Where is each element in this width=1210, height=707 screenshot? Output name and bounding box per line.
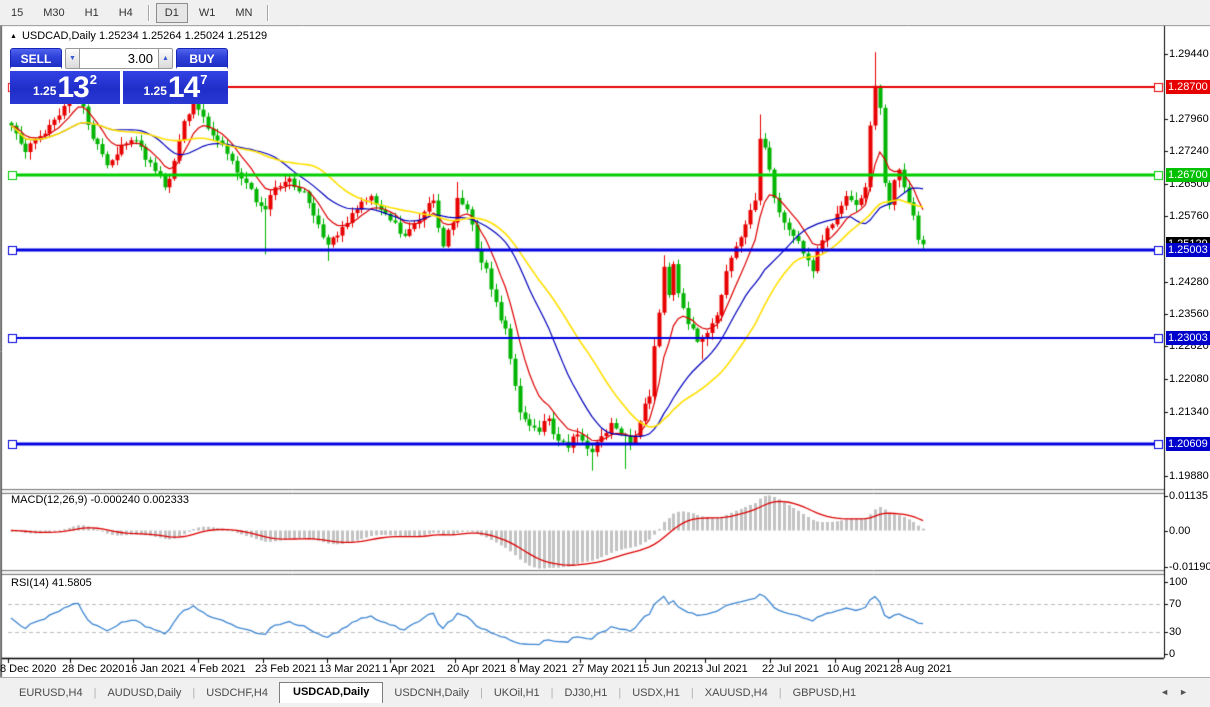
timeframe-button-M30[interactable]: M30	[43, 6, 65, 19]
tab-separator: |	[690, 686, 694, 699]
date-label: 23 Feb 2021	[255, 663, 317, 675]
date-label: 15 Jun 2021	[637, 663, 698, 675]
tab-scroll-left-icon[interactable]: ◄	[1160, 687, 1180, 697]
timeframe-button-D1[interactable]: D1	[155, 2, 188, 23]
price-badge-1.25003: 1.25003	[1166, 242, 1210, 257]
tab-usdchf-h4[interactable]: USDCHF,H4	[206, 686, 268, 699]
date-label: 28 Dec 2020	[62, 663, 125, 675]
price-tick: 1.21340	[1169, 405, 1209, 418]
buy-price-big: 14	[167, 71, 200, 104]
buy-price-display[interactable]: 1.25 14 7	[123, 71, 228, 104]
sell-price-sup: 2	[89, 72, 97, 87]
toolbar-separator	[147, 4, 150, 21]
date-label: 27 May 2021	[572, 663, 636, 675]
tab-separator: |	[192, 686, 196, 699]
price-tick: 1.27960	[1169, 113, 1209, 126]
date-label: 28 Aug 2021	[890, 663, 952, 675]
price-tick: 1.27240	[1169, 145, 1209, 158]
sell-price-big: 13	[57, 71, 89, 104]
price-tick: 1.23560	[1169, 307, 1209, 320]
price-badge-1.20609: 1.20609	[1166, 436, 1210, 451]
symbol-tabs: EURUSD,H4 | AUDUSD,Daily | USDCHF,H4 USDCAD,D…	[8, 682, 867, 703]
timeframe-button-W1[interactable]: W1	[198, 6, 216, 19]
date-label: 3 Jul 2021	[697, 663, 748, 675]
date-label: 8 May 2021	[510, 663, 568, 675]
collapse-panel-icon[interactable]: ▲	[10, 32, 17, 40]
rsi-axis-tick: 30	[1169, 626, 1182, 639]
price-tick: 1.24280	[1169, 275, 1209, 288]
price-tick: 1.22080	[1169, 372, 1209, 385]
volume-decrease-icon[interactable]: ▼	[65, 48, 80, 69]
macd-axis-tick: 0.00	[1169, 524, 1191, 537]
price-tick: 1.19880	[1169, 469, 1209, 482]
sell-price-display[interactable]: 1.25 13 2	[10, 71, 120, 104]
rsi-axis-tick: 70	[1169, 597, 1182, 610]
symbol-tab-bar: EURUSD,H4 | AUDUSD,Daily | USDCHF,H4 USDCAD,D…	[0, 677, 1210, 707]
timeframe-button-H1[interactable]: H1	[84, 6, 99, 19]
price-badge-1.28700: 1.28700	[1166, 79, 1210, 94]
chart-title-text: USDCAD,Daily 1.25234 1.25264 1.25024 1.2…	[21, 30, 268, 42]
date-label: 1 Apr 2021	[382, 663, 436, 675]
macd-axis-tick: 0.01135	[1169, 490, 1208, 502]
rsi-axis-tick: 0	[1169, 648, 1176, 660]
tab-xauusd-h4[interactable]: XAUUSD,H4	[704, 686, 768, 699]
price-tick: 1.29440	[1169, 48, 1209, 60]
tab-audusd-daily[interactable]: AUDUSD,Daily	[107, 686, 182, 699]
trade-controls-row: SELL ▼ 3.00 ▲ BUY	[10, 48, 228, 71]
price-badge-1.26700: 1.26700	[1166, 167, 1210, 182]
price-badge-1.23003: 1.23003	[1166, 331, 1210, 346]
volume-input[interactable]: 3.00	[80, 48, 158, 69]
tab-scroll-buttons: ◄►	[1160, 687, 1198, 697]
rsi-indicator-title: RSI(14) 41.5805	[11, 577, 92, 589]
timeframe-button-H4[interactable]: H4	[118, 6, 133, 19]
macd-axis-tick: -0.01190	[1169, 560, 1210, 573]
timeframe-toolbar: 15 M30 H1 H4 D1 W1 MN	[0, 0, 1210, 25]
tab-scroll-right-icon[interactable]: ►	[1179, 687, 1198, 697]
tab-usdcad-daily[interactable]: USDCAD,Daily	[279, 682, 384, 703]
buy-price-sup: 7	[200, 72, 208, 87]
rsi-axis-tick: 100	[1169, 576, 1188, 588]
toolbar-separator	[267, 4, 270, 21]
buy-button[interactable]: BUY	[176, 48, 228, 69]
price-tick: 1.25760	[1169, 210, 1209, 223]
macd-indicator-title: MACD(12,26,9) -0.000240 0.002333	[11, 494, 189, 506]
volume-increase-icon[interactable]: ▲	[158, 48, 173, 69]
tab-dj30-h1[interactable]: DJ30,H1	[564, 686, 608, 699]
date-label: 13 Mar 2021	[319, 663, 381, 675]
sell-price-prefix: 1.25	[33, 84, 57, 98]
sell-button[interactable]: SELL	[10, 48, 62, 69]
timeframe-button-MN[interactable]: MN	[235, 6, 253, 19]
date-label: 22 Jul 2021	[762, 663, 819, 675]
date-label: 20 Apr 2021	[447, 663, 507, 675]
date-label: 4 Feb 2021	[190, 663, 246, 675]
tab-gbpusd-h1[interactable]: GBPUSD,H1	[792, 686, 857, 699]
date-label: 16 Jan 2021	[125, 663, 186, 675]
tab-separator: |	[479, 686, 483, 699]
tab-separator: |	[778, 686, 782, 699]
timeframe-button-15[interactable]: 15	[11, 6, 24, 19]
tab-separator: |	[93, 686, 97, 699]
tab-ukoil-h1[interactable]: UKOil,H1	[493, 686, 540, 699]
tab-usdx-h1[interactable]: USDX,H1	[632, 686, 680, 699]
chart-title: ▲ USDCAD,Daily 1.25234 1.25264 1.25024 1…	[10, 30, 267, 42]
tab-usdcnh-daily[interactable]: USDCNH,Daily	[394, 686, 469, 699]
buy-price-prefix: 1.25	[143, 84, 167, 98]
tab-eurusd-h4[interactable]: EURUSD,H4	[19, 686, 83, 699]
tab-separator: |	[550, 686, 554, 699]
date-label: 10 Aug 2021	[827, 663, 889, 675]
one-click-trade-panel: SELL ▼ 3.00 ▲ BUY 1.25 13 2 1.25 14 7	[10, 46, 228, 104]
date-label: 8 Dec 2020	[0, 663, 57, 675]
tab-separator: |	[618, 686, 622, 699]
